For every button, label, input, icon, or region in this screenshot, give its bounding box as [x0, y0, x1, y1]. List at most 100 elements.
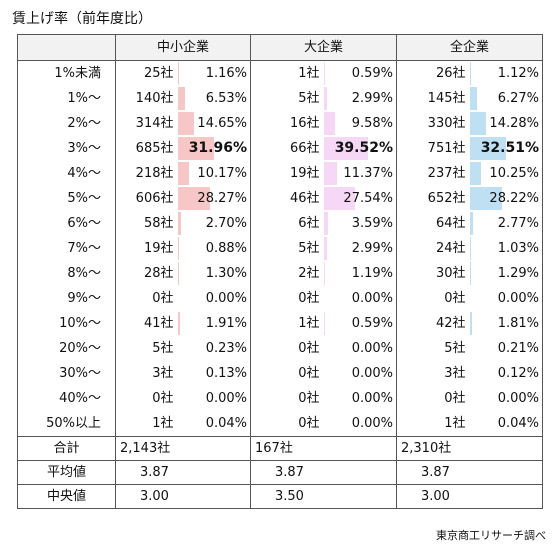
large-percent-value: 27.54% — [343, 191, 393, 206]
row-label: 3%～ — [17, 136, 116, 161]
all-bar — [469, 187, 502, 210]
small-percent-value: 14.65% — [197, 116, 247, 131]
large-percent-value: 0.00% — [351, 416, 393, 431]
small-percent: 2.70% — [176, 211, 251, 236]
large-bar — [323, 137, 368, 160]
large-percent: 0.00% — [322, 336, 397, 361]
small-percent: 14.65% — [176, 111, 251, 136]
summary-large: 167社 — [250, 436, 397, 461]
small-percent-value: 0.23% — [205, 341, 247, 356]
all-bar — [469, 62, 471, 85]
small-count: 218社 — [115, 161, 176, 186]
summary-small: 2,143社 — [115, 436, 251, 461]
large-percent-value: 0.59% — [351, 316, 393, 331]
small-percent-value: 0.88% — [205, 241, 247, 256]
summary-small: 3.00 — [115, 484, 251, 509]
summary-row: 合計 2,143社 167社 2,310社 — [17, 436, 543, 461]
header-large: 大企業 — [250, 34, 397, 61]
header-row: 中小企業 大企業 全企業 — [17, 34, 543, 61]
all-bar — [469, 237, 471, 260]
table-title: 賃上げ率（前年度比） — [12, 11, 152, 27]
large-percent-value: 0.59% — [351, 66, 393, 81]
all-count: 3社 — [396, 361, 468, 386]
small-percent: 0.13% — [176, 361, 251, 386]
all-percent: 28.22% — [467, 186, 543, 211]
table-row: 6%～ 58社 2.70% 6社 3.59% 64社 2.77% — [17, 211, 543, 236]
all-percent: 0.21% — [467, 336, 543, 361]
small-percent: 10.17% — [176, 161, 251, 186]
table-row: 10%～ 41社 1.91% 1社 0.59% 42社 1.81% — [17, 311, 543, 336]
summary-all: 3.87 — [396, 460, 543, 485]
small-bar — [177, 187, 210, 210]
summary-large: 3.50 — [250, 484, 397, 509]
table-row: 7%～ 19社 0.88% 5社 2.99% 24社 1.03% — [17, 236, 543, 261]
large-bar — [323, 312, 325, 335]
small-percent-value: 1.16% — [205, 66, 247, 81]
all-percent-value: 28.22% — [489, 191, 539, 206]
table-row: 4%～ 218社 10.17% 19社 11.37% 237社 10.25% — [17, 161, 543, 186]
large-percent: 27.54% — [322, 186, 397, 211]
row-label: 1%未満 — [17, 60, 116, 86]
small-bar — [177, 312, 180, 335]
large-percent: 11.37% — [322, 161, 397, 186]
small-percent: 0.88% — [176, 236, 251, 261]
small-count: 58社 — [115, 211, 176, 236]
all-count: 26社 — [396, 60, 468, 86]
large-count: 0社 — [250, 386, 322, 411]
summary-all: 2,310社 — [396, 436, 543, 461]
large-count: 0社 — [250, 336, 322, 361]
small-percent: 6.53% — [176, 86, 251, 111]
small-count: 0社 — [115, 386, 176, 411]
large-count: 66社 — [250, 136, 322, 161]
source-note: 東京商工リサーチ調べ — [436, 529, 546, 542]
all-count: 652社 — [396, 186, 468, 211]
small-bar — [177, 62, 179, 85]
large-percent: 0.00% — [322, 286, 397, 311]
large-percent: 0.59% — [322, 311, 397, 336]
small-count: 28社 — [115, 261, 176, 286]
large-percent: 0.00% — [322, 361, 397, 386]
large-percent: 2.99% — [322, 86, 397, 111]
small-percent-value: 0.00% — [205, 391, 247, 406]
small-count: 314社 — [115, 111, 176, 136]
all-percent-value: 0.00% — [497, 391, 539, 406]
small-percent-value: 31.96% — [188, 140, 247, 156]
all-bar — [469, 162, 481, 185]
large-count: 5社 — [250, 236, 322, 261]
large-percent-value: 0.00% — [351, 391, 393, 406]
small-count: 0社 — [115, 286, 176, 311]
large-percent: 1.19% — [322, 261, 397, 286]
wage-increase-table: 中小企業 大企業 全企業 1%未満 25社 1.16% 1社 0.59% 26社 1.12%… — [17, 34, 543, 509]
small-bar — [177, 237, 179, 260]
large-bar — [323, 212, 328, 235]
all-bar — [469, 212, 473, 235]
small-bar — [177, 137, 214, 160]
all-count: 237社 — [396, 161, 468, 186]
large-count: 0社 — [250, 411, 322, 437]
small-bar — [177, 112, 194, 135]
small-percent: 1.30% — [176, 261, 251, 286]
small-percent: 1.16% — [176, 61, 251, 87]
small-bar — [177, 212, 181, 235]
large-count: 5社 — [250, 86, 322, 111]
table-row: 9%～ 0社 0.00% 0社 0.00% 0社 0.00% — [17, 286, 543, 311]
small-percent-value: 1.91% — [205, 316, 247, 331]
large-percent-value: 2.99% — [351, 241, 393, 256]
table-row: 1%～ 140社 6.53% 5社 2.99% 145社 6.27% — [17, 86, 543, 111]
small-percent-value: 2.70% — [205, 216, 247, 231]
small-percent-value: 1.30% — [205, 266, 247, 281]
small-percent-value: 6.53% — [205, 91, 247, 106]
row-label: 30%～ — [17, 361, 116, 386]
table-row: 50%以上 1社 0.04% 0社 0.00% 1社 0.04% — [17, 411, 543, 437]
all-percent: 0.00% — [467, 286, 543, 311]
row-label: 4%～ — [17, 161, 116, 186]
all-percent: 10.25% — [467, 161, 543, 186]
large-bar — [323, 87, 327, 110]
all-percent: 0.04% — [467, 411, 543, 437]
all-percent-value: 2.77% — [497, 216, 539, 231]
all-count: 30社 — [396, 261, 468, 286]
small-bar — [177, 162, 189, 185]
small-percent: 1.91% — [176, 311, 251, 336]
row-label: 20%～ — [17, 336, 116, 361]
small-percent-value: 0.13% — [205, 366, 247, 381]
